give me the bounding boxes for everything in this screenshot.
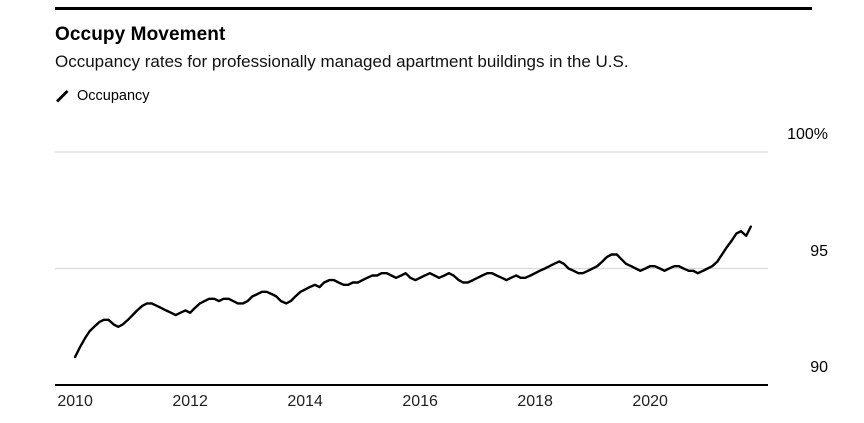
x-tick-label: 2012 xyxy=(172,393,208,410)
top-rule xyxy=(55,7,812,10)
chart-subtitle: Occupancy rates for professionally manag… xyxy=(55,52,629,71)
legend-label: Occupancy xyxy=(77,88,150,104)
x-tick-label: 2018 xyxy=(517,393,553,410)
legend: Occupancy xyxy=(55,88,150,104)
x-axis-labels: 2010 2012 2014 2016 2018 2020 xyxy=(0,393,864,415)
line-sample-icon xyxy=(56,89,69,102)
chart-title: Occupy Movement xyxy=(55,24,226,45)
occupancy-series-line xyxy=(73,225,752,359)
x-tick-label: 2020 xyxy=(632,393,668,410)
x-tick-label: 2010 xyxy=(57,393,93,410)
x-tick-label: 2016 xyxy=(402,393,438,410)
x-tick-label: 2014 xyxy=(287,393,323,410)
